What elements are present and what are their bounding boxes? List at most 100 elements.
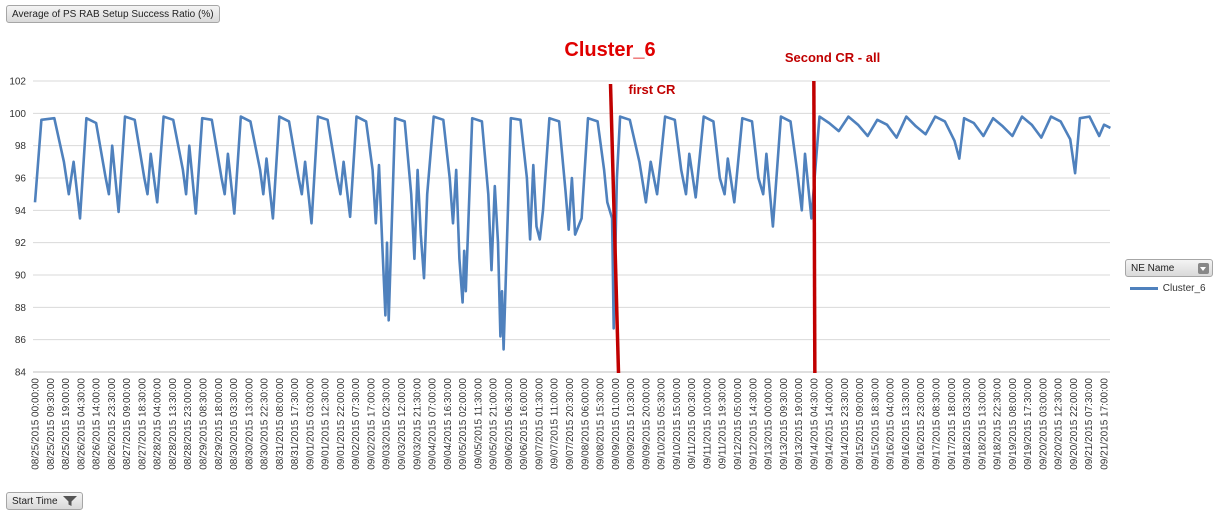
y-tick-label: 86	[15, 335, 27, 346]
x-tick-label: 08/31/2015 08:00:00	[275, 378, 286, 470]
x-tick-label: 09/04/2015 07:00:00	[428, 378, 439, 470]
x-tick-label: 08/29/2015 18:00:00	[214, 378, 225, 470]
x-tick-label: 09/02/2015 07:30:00	[351, 378, 362, 470]
x-tick-label: 09/18/2015 22:30:00	[993, 378, 1004, 470]
x-tick-label: 09/18/2015 13:00:00	[977, 378, 988, 470]
chart-title: Cluster_6	[564, 39, 655, 61]
legend-swatch	[1130, 286, 1158, 290]
x-tick-label: 08/29/2015 08:30:00	[198, 378, 209, 470]
x-tick-label: 09/14/2015 23:30:00	[840, 378, 851, 470]
y-tick-label: 88	[15, 303, 27, 314]
y-tick-label: 92	[15, 238, 27, 249]
x-tick-label: 09/03/2015 12:00:00	[397, 378, 408, 470]
x-tick-label: 09/19/2015 08:00:00	[1008, 378, 1019, 470]
x-tick-label: 09/06/2015 16:00:00	[519, 378, 530, 470]
filter-icon[interactable]	[62, 495, 78, 507]
x-tick-label: 09/17/2015 08:30:00	[932, 378, 943, 470]
x-tick-label: 09/01/2015 12:30:00	[321, 378, 332, 470]
legend-entry-label: Cluster_6	[1162, 283, 1206, 294]
x-tick-label: 08/25/2015 19:00:00	[61, 378, 72, 470]
x-tick-label: 08/31/2015 17:30:00	[290, 378, 301, 470]
x-tick-label: 08/25/2015 09:30:00	[46, 378, 57, 470]
x-tick-label: 09/14/2015 04:30:00	[809, 378, 820, 470]
x-tick-label: 09/20/2015 22:00:00	[1069, 378, 1080, 470]
x-tick-label: 09/10/2015 15:00:00	[672, 378, 683, 470]
value-field-button[interactable]: Average of PS RAB Setup Success Ratio (%…	[6, 5, 220, 23]
x-tick-label: 09/07/2015 11:00:00	[550, 378, 561, 469]
x-tick-label: 09/11/2015 19:30:00	[718, 378, 729, 469]
x-tick-label: 09/17/2015 18:00:00	[947, 378, 958, 470]
x-tick-label: 09/13/2015 19:00:00	[794, 378, 805, 470]
cr-marker-line	[812, 80, 817, 374]
x-tick-label: 09/06/2015 06:30:00	[504, 378, 515, 470]
legend-field-dropdown[interactable]: NE Name	[1125, 259, 1213, 277]
x-tick-label: 09/10/2015 05:30:00	[657, 378, 668, 470]
y-tick-label: 100	[9, 109, 26, 120]
legend-field-label: NE Name	[1131, 263, 1175, 274]
change-request-markers	[608, 80, 817, 374]
x-tick-label: 09/20/2015 03:00:00	[1038, 378, 1049, 470]
y-tick-label: 102	[9, 77, 26, 88]
x-tick-label: 09/16/2015 13:30:00	[901, 378, 912, 470]
x-tick-label: 09/05/2015 21:00:00	[489, 378, 500, 470]
y-tick-label: 90	[15, 271, 27, 282]
x-tick-label: 09/07/2015 20:30:00	[565, 378, 576, 470]
value-field-label: Average of PS RAB Setup Success Ratio (%…	[12, 9, 214, 20]
x-tick-label: 09/01/2015 03:00:00	[305, 378, 316, 470]
x-tick-label: 09/14/2015 14:00:00	[825, 378, 836, 470]
x-tick-label: 08/26/2015 04:30:00	[76, 378, 87, 470]
x-tick-label: 09/01/2015 22:00:00	[336, 378, 347, 470]
y-tick-label: 94	[15, 206, 27, 217]
x-tick-label: 08/28/2015 04:00:00	[153, 378, 164, 470]
x-tick-label: 09/05/2015 11:30:00	[473, 378, 484, 469]
x-tick-label: 08/28/2015 13:30:00	[168, 378, 179, 470]
chevron-down-icon[interactable]	[1198, 263, 1209, 274]
x-tick-label: 09/02/2015 17:00:00	[366, 378, 377, 470]
x-tick-label: 09/21/2015 17:00:00	[1100, 378, 1111, 470]
axis-field-button[interactable]: Start Time	[6, 492, 83, 510]
x-tick-label: 09/13/2015 00:00:00	[764, 378, 775, 470]
x-tick-label: 09/09/2015 10:30:00	[626, 378, 637, 470]
x-tick-label: 08/27/2015 18:30:00	[137, 378, 148, 470]
y-tick-label: 84	[15, 368, 27, 379]
annotation-first-cr: first CR	[629, 82, 677, 97]
x-tick-label: 08/27/2015 09:00:00	[122, 378, 133, 470]
x-tick-label: 09/16/2015 23:00:00	[916, 378, 927, 470]
x-tick-label: 09/04/2015 16:30:00	[443, 378, 454, 470]
x-tick-label: 08/26/2015 14:00:00	[92, 378, 103, 470]
y-axis-tick-labels: 84 86 88 90 92 94 96 98 100 102	[9, 77, 26, 379]
x-tick-label: 09/03/2015 02:30:00	[382, 378, 393, 470]
annotation-second-cr: Second CR - all	[785, 50, 880, 65]
y-tick-label: 98	[15, 141, 27, 152]
x-tick-label: 08/30/2015 13:00:00	[244, 378, 255, 470]
x-tick-label: 09/09/2015 20:00:00	[641, 378, 652, 470]
x-tick-label: 08/26/2015 23:30:00	[107, 378, 118, 470]
x-tick-label: 09/08/2015 06:00:00	[580, 378, 591, 470]
x-tick-label: 09/03/2015 21:30:00	[412, 378, 423, 470]
x-tick-label: 09/13/2015 09:30:00	[779, 378, 790, 470]
axis-field-label: Start Time	[12, 496, 58, 507]
gridlines	[33, 80, 1110, 373]
x-tick-label: 08/25/2015 00:00:00	[31, 378, 42, 470]
x-tick-label: 09/09/2015 01:00:00	[611, 378, 622, 470]
y-tick-label: 96	[15, 174, 27, 185]
x-tick-label: 09/11/2015 10:00:00	[702, 378, 713, 469]
x-tick-label: 09/12/2015 14:30:00	[748, 378, 759, 470]
x-tick-label: 09/15/2015 18:30:00	[870, 378, 881, 470]
legend-entry: Cluster_6	[1130, 283, 1206, 294]
x-axis-tick-labels: 08/25/2015 00:00:00 08/25/2015 09:30:00 08…	[31, 378, 1111, 470]
x-tick-label: 08/28/2015 23:00:00	[183, 378, 194, 470]
x-tick-label: 09/18/2015 03:30:00	[962, 378, 973, 470]
x-tick-label: 08/30/2015 22:30:00	[260, 378, 271, 470]
cr-marker-line	[608, 83, 621, 374]
x-tick-label: 09/20/2015 12:30:00	[1054, 378, 1065, 470]
x-tick-label: 09/15/2015 09:00:00	[855, 378, 866, 470]
x-tick-label: 09/05/2015 02:00:00	[458, 378, 469, 470]
x-tick-label: 09/11/2015 00:30:00	[687, 378, 698, 469]
x-tick-label: 09/08/2015 15:30:00	[596, 378, 607, 470]
x-tick-label: 09/21/2015 07:30:00	[1084, 378, 1095, 470]
x-tick-label: 08/30/2015 03:30:00	[229, 378, 240, 470]
x-tick-label: 09/12/2015 05:00:00	[733, 378, 744, 470]
x-tick-label: 09/07/2015 01:30:00	[534, 378, 545, 470]
